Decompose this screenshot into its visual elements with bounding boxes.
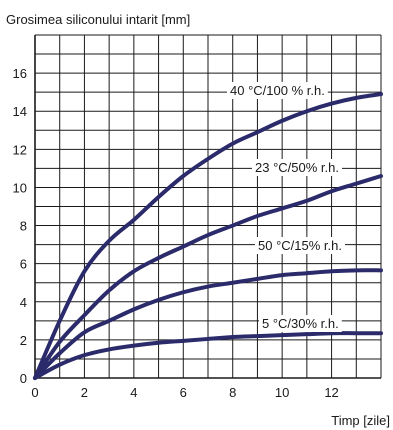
- y-tick-label: 2: [20, 333, 27, 348]
- x-tick-label: 0: [31, 385, 38, 400]
- series-labels: 40 °C/100 % r.h. 23 °C/50% r.h. 50 °C/15% …: [227, 82, 345, 332]
- series-line-2: [33, 268, 383, 380]
- y-tick-label: 6: [20, 257, 27, 272]
- series-label-2: 50 °C/15% r.h.: [258, 238, 342, 253]
- y-tick-label: 16: [13, 66, 27, 81]
- x-tick-label: 8: [229, 385, 236, 400]
- y-tick-label: 4: [20, 295, 27, 310]
- series-label-0: 40 °C/100 % r.h.: [230, 83, 325, 98]
- series-label-1: 23 °C/50% r.h.: [255, 160, 339, 175]
- y-tick-label: 10: [13, 180, 27, 195]
- series-line-3: [33, 331, 383, 380]
- series-label-bg: [227, 82, 328, 99]
- y-tick-label: 0: [20, 371, 27, 386]
- series-lines: [33, 92, 383, 380]
- series-label-bg: [255, 237, 345, 254]
- x-tick-label: 12: [324, 385, 338, 400]
- y-tick-label: 14: [13, 104, 27, 119]
- series-line-0: [33, 92, 383, 380]
- x-axis-label: Timp [zile]: [331, 413, 390, 428]
- y-tick-label: 12: [13, 142, 27, 157]
- series-label-bg: [252, 159, 342, 176]
- chart-title: Grosimea siliconului intarit [mm]: [6, 12, 190, 27]
- tick-labels: 0 2 4 6 8 10 12 0 2 4 6 8 10 12 14 16: [13, 66, 339, 400]
- x-tick-label: 6: [180, 385, 187, 400]
- x-tick-label: 2: [81, 385, 88, 400]
- x-tick-label: 4: [130, 385, 137, 400]
- series-label-3: 5 °C/30% r.h.: [262, 316, 339, 331]
- series-line-1: [33, 174, 383, 380]
- series-label-bg: [259, 315, 342, 332]
- x-tick-label: 10: [275, 385, 289, 400]
- y-tick-label: 8: [20, 219, 27, 234]
